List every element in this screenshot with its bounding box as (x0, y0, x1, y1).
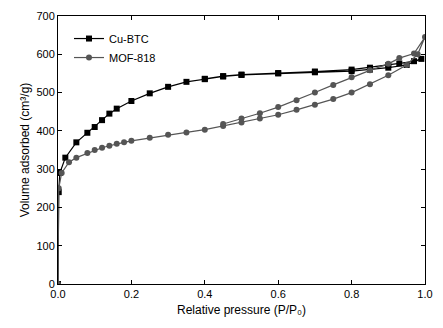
svg-text:0.4: 0.4 (197, 288, 212, 300)
svg-text:0.8: 0.8 (344, 288, 359, 300)
svg-text:0: 0 (49, 278, 55, 290)
svg-text:MOF-818: MOF-818 (109, 52, 155, 64)
svg-text:1.0: 1.0 (417, 288, 432, 300)
svg-text:Cu-BTC: Cu-BTC (109, 33, 149, 45)
svg-text:0.0: 0.0 (50, 288, 65, 300)
svg-text:300: 300 (36, 163, 54, 175)
svg-text:Volume adsorbed (cm³/g): Volume adsorbed (cm³/g) (18, 83, 32, 218)
svg-text:200: 200 (36, 201, 54, 213)
svg-text:0.6: 0.6 (271, 288, 286, 300)
svg-text:400: 400 (36, 125, 54, 137)
svg-text:700: 700 (36, 10, 54, 22)
svg-text:500: 500 (36, 86, 54, 98)
svg-text:600: 600 (36, 48, 54, 60)
svg-text:100: 100 (36, 240, 54, 252)
svg-text:0.2: 0.2 (124, 288, 139, 300)
svg-text:Relative pressure (P/P₀): Relative pressure (P/P₀) (177, 303, 306, 317)
